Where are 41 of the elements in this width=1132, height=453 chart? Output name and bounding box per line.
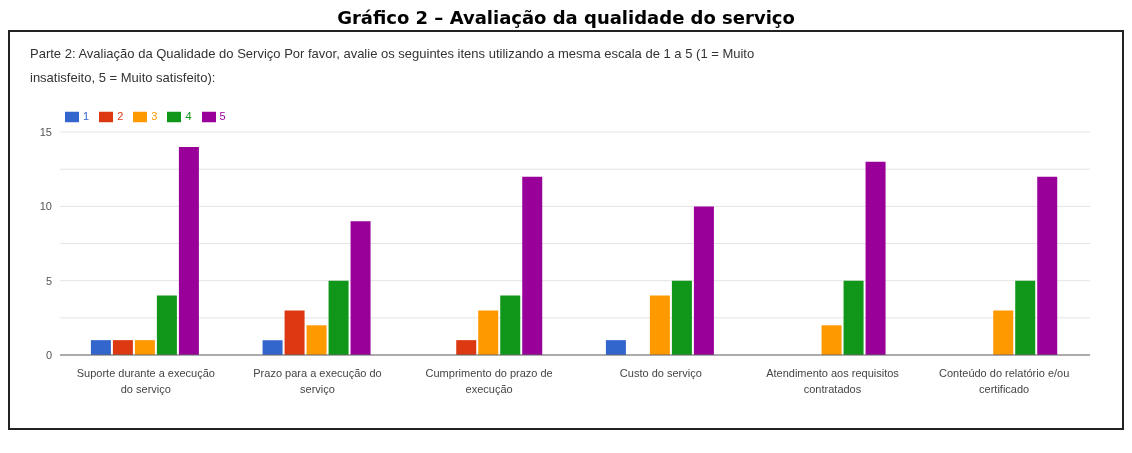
- bar: [1015, 280, 1036, 355]
- bar: [284, 310, 305, 355]
- bar: [843, 280, 864, 355]
- bar: [112, 340, 133, 355]
- legend-label: 4: [185, 110, 192, 122]
- y-tick-label: 0: [45, 348, 52, 361]
- bar: [671, 280, 692, 355]
- chart-title: Gráfico 2 – Avaliação da qualidade do serviço: [336, 7, 796, 28]
- bar: [522, 176, 543, 355]
- bar: [1037, 176, 1058, 355]
- x-tick-label: Custo do serviço: [619, 367, 702, 379]
- bar: [262, 340, 283, 355]
- x-tick-label: Conteúdo do relatório e/ou certificado: [939, 367, 1070, 395]
- bar: [865, 161, 886, 355]
- bar: [500, 295, 521, 355]
- bar: [306, 325, 327, 355]
- bar: [156, 295, 177, 355]
- legend-label: 2: [117, 110, 124, 122]
- bar: [134, 340, 155, 355]
- bar: [821, 325, 842, 355]
- bar: [328, 280, 349, 355]
- y-tick-label: 15: [39, 126, 52, 138]
- x-tick-label: Suporte durante a execução do serviço: [76, 367, 215, 395]
- legend-label: 5: [219, 110, 226, 122]
- bar: [178, 146, 199, 355]
- bar: [90, 340, 111, 355]
- bar: [350, 221, 371, 355]
- legend-label: 1: [83, 110, 90, 122]
- x-tick-label: Atendimento aos requisitos contratados: [766, 367, 900, 395]
- bar: [693, 206, 714, 355]
- bar: [993, 310, 1014, 355]
- bar: [649, 295, 670, 355]
- chart-subtitle: Parte 2: Avaliação da Qualidade do Serviço Por favor, avalie os seguintes itens utilizando a mesma escala de 1 a 5 (1 = Muito insatisfeito, 5 = Muito satisfeito):: [29, 45, 756, 87]
- bar: [478, 310, 499, 355]
- legend-label: 3: [151, 110, 158, 122]
- bar: [456, 340, 477, 355]
- bar: [605, 340, 626, 355]
- y-tick-label: 10: [39, 200, 52, 213]
- x-tick-label: Cumprimento do prazo de execução: [425, 367, 553, 395]
- x-tick-label: Prazo para a execução do serviço: [253, 367, 382, 395]
- y-tick-label: 5: [45, 274, 52, 287]
